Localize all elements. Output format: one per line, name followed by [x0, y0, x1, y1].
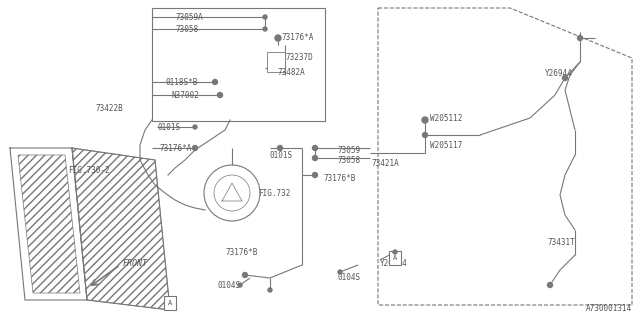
Text: W205117: W205117 [430, 140, 462, 149]
Circle shape [263, 27, 267, 31]
Bar [152, 8, 325, 121]
Circle shape [577, 36, 582, 41]
Text: A730001314: A730001314 [586, 304, 632, 313]
Text: 73421A: 73421A [372, 158, 400, 167]
Text: FIG.730-2: FIG.730-2 [68, 165, 109, 174]
Circle shape [243, 273, 248, 277]
Text: 73237D: 73237D [285, 52, 313, 61]
Text: 73482A: 73482A [278, 68, 306, 76]
Circle shape [338, 270, 342, 274]
Circle shape [312, 172, 317, 178]
Circle shape [193, 146, 198, 150]
Text: 73176*B: 73176*B [225, 247, 257, 257]
Text: W205112: W205112 [430, 114, 462, 123]
Text: 73059A: 73059A [175, 12, 203, 21]
Circle shape [275, 35, 281, 41]
Text: FIG.732: FIG.732 [258, 188, 291, 197]
Text: 73431T: 73431T [548, 237, 576, 246]
Text: 0104S: 0104S [218, 281, 241, 290]
Text: 73058: 73058 [175, 25, 198, 34]
Text: 0101S: 0101S [157, 123, 180, 132]
Text: 73176*B: 73176*B [323, 173, 355, 182]
Text: Y26944: Y26944 [380, 259, 408, 268]
Polygon shape [18, 155, 80, 293]
Circle shape [278, 146, 282, 150]
Circle shape [563, 76, 568, 81]
Polygon shape [72, 148, 170, 310]
Circle shape [422, 117, 428, 123]
Circle shape [547, 283, 552, 287]
Bar [389, 251, 401, 265]
Text: 73176*A: 73176*A [160, 143, 193, 153]
Circle shape [312, 146, 317, 150]
Text: 73059: 73059 [337, 146, 360, 155]
Text: 0118S*B: 0118S*B [165, 77, 197, 86]
Text: Y26944: Y26944 [545, 68, 573, 77]
Bar [267, 52, 285, 72]
Circle shape [393, 250, 397, 254]
Circle shape [193, 125, 197, 129]
Circle shape [312, 156, 317, 161]
Circle shape [263, 15, 267, 19]
Text: A: A [168, 300, 172, 306]
Text: N37002: N37002 [172, 91, 200, 100]
Text: 0101S: 0101S [270, 150, 293, 159]
Circle shape [238, 283, 242, 287]
Circle shape [268, 288, 272, 292]
Circle shape [218, 92, 223, 98]
Bar [164, 296, 176, 310]
Text: A: A [393, 255, 397, 261]
Circle shape [422, 132, 428, 138]
Text: 73058: 73058 [337, 156, 360, 164]
Text: 0104S: 0104S [338, 273, 361, 282]
Circle shape [212, 79, 218, 84]
Text: 73422B: 73422B [95, 103, 123, 113]
Text: FRONT: FRONT [123, 259, 148, 268]
Text: 73176*A: 73176*A [282, 33, 314, 42]
